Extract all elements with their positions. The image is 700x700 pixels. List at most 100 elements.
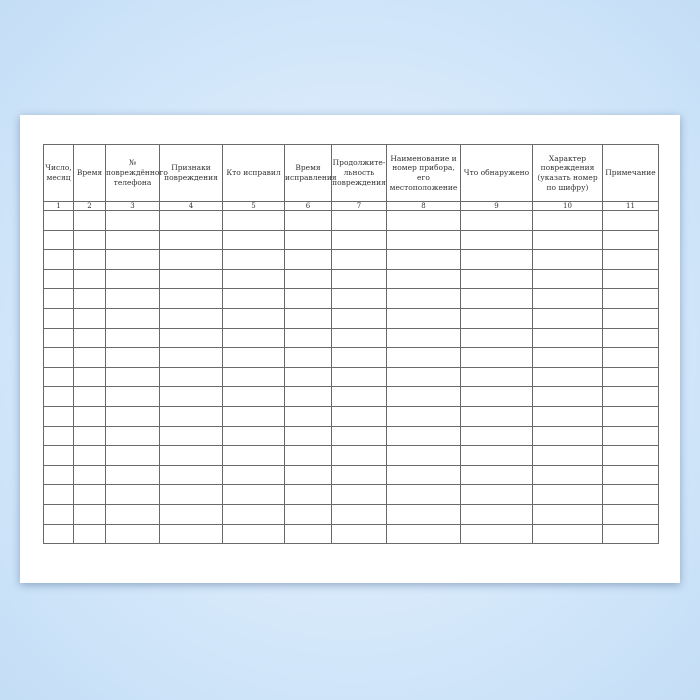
table-cell: [386, 288, 461, 309]
table-cell: [284, 386, 332, 407]
table-row: [43, 229, 659, 251]
table-cell: [222, 503, 285, 525]
column-number: 11: [602, 201, 659, 211]
table-cell: [73, 210, 106, 231]
table-cell: [460, 307, 533, 329]
table-row: [43, 307, 659, 329]
table-cell: [222, 229, 285, 251]
table-cell: [386, 229, 461, 251]
table-cell: [331, 405, 387, 427]
table-cell: [532, 249, 603, 270]
table-row: [43, 523, 659, 545]
table-cell: [460, 484, 533, 505]
table-cell: [386, 366, 461, 388]
table-cell: [532, 366, 603, 388]
table-cell: [460, 327, 533, 349]
table-cell: [460, 523, 533, 545]
table-cell: [43, 268, 74, 290]
table-cell: [532, 307, 603, 329]
table-row: [43, 503, 659, 525]
table-cell: [331, 464, 387, 486]
table-cell: [284, 288, 332, 309]
table-cell: [105, 366, 160, 388]
table-cell: [105, 249, 160, 270]
table-cell: [222, 288, 285, 309]
table-cell: [73, 307, 106, 329]
table-cell: [222, 307, 285, 329]
table-cell: [159, 307, 223, 329]
table-cell: [73, 366, 106, 388]
table-cell: [602, 307, 659, 329]
table-cell: [331, 425, 387, 447]
table-cell: [159, 425, 223, 447]
table-cell: [43, 405, 74, 427]
column-header: Кто исправил: [222, 144, 285, 202]
table-cell: [386, 523, 461, 545]
table-cell: [159, 464, 223, 486]
table-cell: [532, 425, 603, 447]
column-number: 1: [43, 201, 74, 211]
table-cell: [284, 268, 332, 290]
table-cell: [222, 445, 285, 466]
table-cell: [73, 503, 106, 525]
table-row: [43, 347, 659, 368]
table-cell: [532, 523, 603, 545]
table-cell: [43, 523, 74, 545]
table-cell: [43, 484, 74, 505]
table-cell: [222, 386, 285, 407]
table-cell: [43, 249, 74, 270]
table-cell: [532, 210, 603, 231]
table-row: [43, 405, 659, 427]
table-cell: [386, 307, 461, 329]
column-header: Продолжите-льность повреждения: [331, 144, 387, 202]
table-cell: [159, 327, 223, 349]
table-cell: [284, 405, 332, 427]
table-cell: [284, 445, 332, 466]
table-cell: [43, 307, 74, 329]
table-cell: [43, 347, 74, 368]
table-cell: [43, 366, 74, 388]
table-cell: [602, 425, 659, 447]
table-cell: [73, 347, 106, 368]
table-cell: [43, 327, 74, 349]
table-cell: [105, 503, 160, 525]
table-cell: [159, 503, 223, 525]
table-cell: [43, 288, 74, 309]
table-cell: [222, 523, 285, 545]
table-cell: [532, 347, 603, 368]
table-cell: [73, 249, 106, 270]
table-row: [43, 386, 659, 407]
table-cell: [43, 229, 74, 251]
table-cell: [602, 523, 659, 545]
table-cell: [602, 288, 659, 309]
table-cell: [105, 347, 160, 368]
table-cell: [159, 523, 223, 545]
table-cell: [532, 503, 603, 525]
table-cell: [386, 464, 461, 486]
table-cell: [159, 405, 223, 427]
table-cell: [284, 210, 332, 231]
table-cell: [159, 229, 223, 251]
table-cell: [460, 405, 533, 427]
table-cell: [222, 347, 285, 368]
table-row: [43, 327, 659, 349]
table-cell: [105, 229, 160, 251]
table-cell: [73, 327, 106, 349]
table-row: [43, 268, 659, 290]
table-cell: [602, 386, 659, 407]
table-cell: [460, 229, 533, 251]
table-cell: [43, 445, 74, 466]
table-cell: [73, 484, 106, 505]
table-cell: [159, 366, 223, 388]
table-row: [43, 484, 659, 505]
column-header: Что обнаружено: [460, 144, 533, 202]
table-cell: [105, 464, 160, 486]
table-cell: [222, 268, 285, 290]
table-cell: [602, 464, 659, 486]
table-cell: [105, 425, 160, 447]
table-cell: [159, 288, 223, 309]
table-cell: [532, 445, 603, 466]
table-cell: [460, 347, 533, 368]
table-cell: [105, 523, 160, 545]
table-cell: [386, 425, 461, 447]
